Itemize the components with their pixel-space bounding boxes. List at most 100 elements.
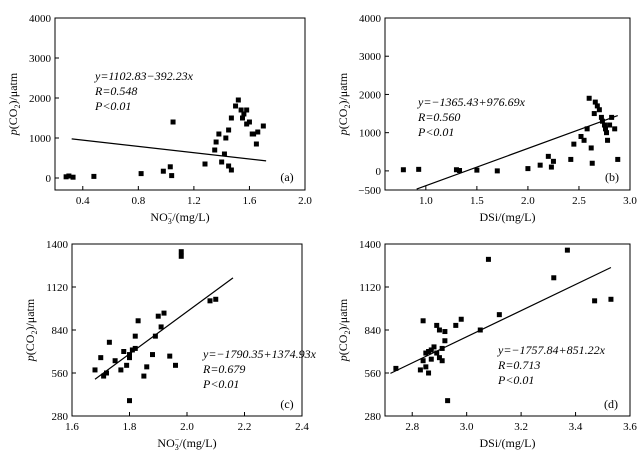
y-tick-label: 1400 (46, 239, 69, 251)
data-point (604, 130, 610, 136)
p-value: P<0.01 (202, 377, 239, 391)
data-point (550, 158, 556, 164)
data-point (202, 161, 208, 167)
data-point (124, 362, 130, 368)
p-value: P<0.01 (417, 125, 454, 139)
data-point (612, 126, 618, 132)
p-value: P<0.01 (497, 373, 534, 387)
x-tick-label: 2.5 (572, 195, 586, 207)
data-point (485, 256, 491, 262)
data-point (246, 119, 252, 125)
x-tick-label: 2.8 (405, 421, 419, 433)
plot-frame (71, 243, 303, 417)
data-point (66, 173, 72, 179)
data-point (420, 358, 426, 364)
data-point (118, 367, 124, 373)
regression-equation: y=−1365.43+976.69x (417, 95, 526, 109)
data-point (132, 345, 138, 351)
data-point (158, 324, 164, 330)
x-tick-label: 3.4 (569, 421, 583, 433)
data-point (607, 122, 613, 128)
data-point (235, 97, 241, 103)
data-point (228, 167, 234, 173)
data-point (152, 333, 158, 339)
x-tick-label: 3.2 (514, 421, 528, 433)
y-tick-label: 560 (52, 368, 69, 380)
data-point (568, 156, 574, 162)
data-point (127, 398, 132, 404)
panel-c: 1.6 1.8 2.0 2.2 2.4 280 560 840 1120 1400 NO3−/(mg… (23, 239, 317, 452)
data-point (173, 362, 178, 368)
y-tick-label: 560 (365, 368, 382, 380)
data-point (436, 327, 442, 333)
y-tick-label: 840 (52, 325, 69, 337)
data-point (255, 129, 261, 135)
data-point (106, 339, 112, 345)
data-point (141, 373, 147, 379)
x-axis-label: NO3−/(mg/L) (157, 435, 216, 452)
data-point (63, 174, 69, 180)
data-point (253, 141, 259, 147)
data-point (98, 355, 104, 361)
data-point (129, 347, 135, 353)
data-point (212, 147, 218, 153)
data-point (537, 162, 543, 168)
panel-label: (d) (604, 397, 618, 411)
x-tick-label: 1.6 (65, 421, 79, 433)
data-point (588, 145, 594, 151)
y-tick-label: 1120 (359, 282, 381, 294)
y-tick-label: 1400 (359, 239, 382, 251)
data-point (160, 168, 166, 174)
data-point (240, 115, 245, 121)
y-tick-label: 0 (376, 166, 382, 178)
data-point (138, 171, 144, 177)
data-point (178, 253, 184, 259)
x-tick-label: 1.2 (187, 195, 201, 207)
panel-label: (a) (280, 170, 293, 184)
data-point (241, 111, 247, 117)
data-point (226, 163, 232, 169)
data-point (551, 275, 557, 281)
data-point (178, 249, 184, 255)
data-point (170, 119, 176, 125)
data-point (474, 167, 480, 173)
data-point (564, 247, 570, 253)
data-point (223, 135, 229, 141)
x-tick-label: 2.0 (521, 195, 535, 207)
data-point (104, 370, 109, 376)
data-point (496, 312, 502, 318)
data-point (150, 352, 155, 358)
data-point (584, 126, 590, 132)
data-point (167, 164, 173, 170)
data-point (571, 141, 577, 147)
data-point (601, 122, 607, 128)
correlation-r: R=0.713 (497, 358, 540, 372)
data-point (434, 350, 440, 356)
data-point (609, 114, 615, 120)
data-point (92, 367, 98, 373)
data-point (608, 296, 614, 302)
x-tick-label: 2.2 (238, 421, 252, 433)
data-point (400, 167, 406, 173)
data-point (423, 364, 429, 370)
data-point (423, 350, 429, 356)
data-point (417, 367, 423, 373)
data-point (431, 344, 437, 350)
regression-equation: y=−1790.35+1374.93x (202, 347, 317, 361)
data-point (453, 167, 459, 173)
data-point (112, 358, 118, 364)
x-tick-label: 1.6 (243, 195, 257, 207)
data-point (458, 316, 464, 322)
data-point (135, 318, 141, 324)
y-tick-label: 1120 (46, 282, 68, 294)
plot-frame (384, 243, 631, 417)
data-point (442, 329, 448, 335)
data-point (548, 164, 554, 170)
data-point (228, 115, 234, 121)
data-point (132, 333, 138, 339)
data-point (477, 327, 483, 333)
y-tick-label: 3000 (29, 53, 52, 65)
data-point (213, 296, 219, 302)
data-point (420, 318, 426, 324)
